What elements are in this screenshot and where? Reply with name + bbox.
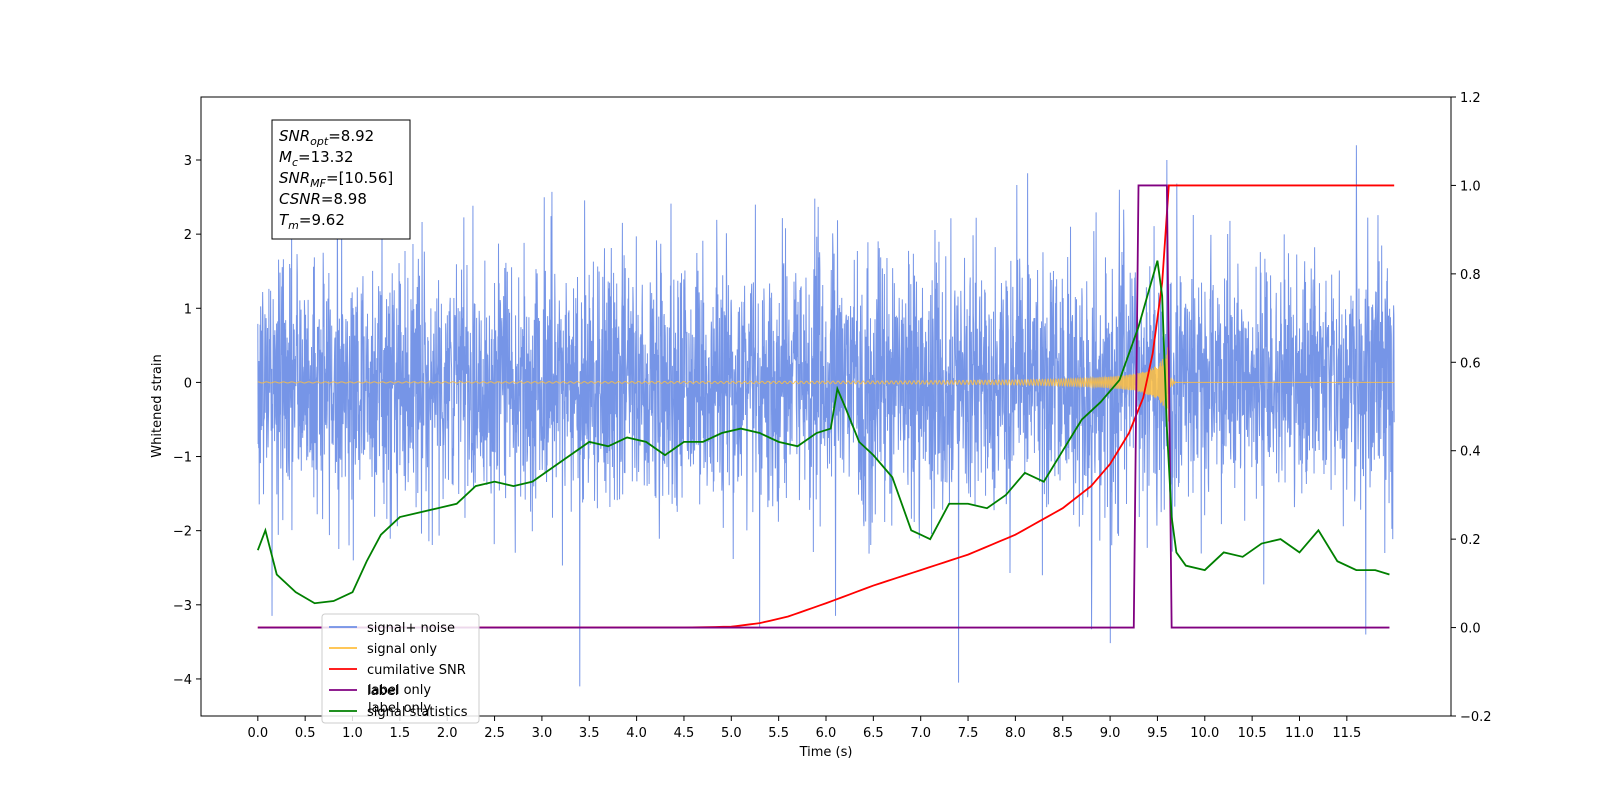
y-tick-label-left: 2 (184, 228, 192, 243)
x-tick-label: 9.5 (1147, 726, 1168, 741)
annotation-subscript: m (288, 219, 299, 232)
y-tick-label-left: 0 (184, 376, 192, 391)
x-tick-label: 9.0 (1100, 726, 1121, 741)
annotation-symbol: SNR (279, 127, 310, 145)
legend-hidden-text: label only (368, 701, 431, 716)
annotation-symbol: CSNR (279, 190, 321, 208)
annotation-symbol: T (279, 211, 290, 229)
legend-hidden-text: label only (368, 683, 431, 698)
x-tick-label: 1.5 (390, 726, 411, 741)
annotation-value: =8.98 (321, 190, 367, 208)
x-tick-label: 5.0 (721, 726, 742, 741)
y-tick-label-left: −3 (173, 599, 192, 614)
y-tick-label-right: 0.6 (1460, 356, 1481, 371)
series-cumulative-snr (257, 184, 1395, 629)
annotation-frame (271, 119, 411, 240)
annotation-value: =8.92 (328, 127, 374, 145)
x-tick-label: 4.0 (626, 726, 647, 741)
y-tick-label-right: −0.2 (1460, 710, 1492, 725)
series-layer (256, 145, 1395, 687)
x-tick-label: 3.0 (532, 726, 553, 741)
annotation-subscript: MF (310, 177, 326, 190)
y-tick-label-right: 0.2 (1460, 533, 1481, 548)
annotation-value: =13.32 (298, 148, 354, 166)
annotation-symbol: SNR (279, 169, 310, 187)
y-tick-label-left: −4 (173, 673, 192, 688)
x-tick-label: 10.0 (1190, 726, 1219, 741)
x-tick-label: 1.0 (342, 726, 363, 741)
y-axis-right: 1.2 1.0 0.8 0.6 0.4 0.2 0.0 −0.2 (1451, 91, 1492, 725)
series-signal-statistics (256, 260, 1390, 605)
legend-label: signal+ noise (367, 621, 455, 636)
x-tick-label: 5.5 (768, 726, 789, 741)
x-tick-label: 10.5 (1238, 726, 1267, 741)
legend-frame (321, 613, 480, 724)
annotation-subscript: opt (310, 135, 329, 148)
y-axis-left: 3 2 1 0 −1 −2 −3 −4 (173, 154, 201, 688)
annotation-value: =[10.56] (326, 169, 393, 187)
x-tick-label: 8.5 (1052, 726, 1073, 741)
y-axis-title-left: Whitened strain (150, 354, 165, 457)
x-axis-title: Time (s) (799, 745, 853, 760)
annotation-symbol: M (279, 148, 292, 166)
annotation-value: =9.62 (299, 211, 345, 229)
y-tick-label-right: 1.2 (1460, 91, 1481, 106)
y-tick-label-left: −1 (173, 451, 192, 466)
y-tick-label-right: 1.0 (1460, 179, 1481, 194)
annotation-line: Mc=13.32 (279, 148, 354, 169)
x-tick-label: 7.0 (910, 726, 931, 741)
x-axis: 0.0 0.5 1.0 1.5 2.0 2.5 3.0 3.5 4.0 4.5 5.0 5.5 6.0 6… (247, 716, 1361, 741)
y-tick-label-left: 1 (184, 302, 192, 317)
legend: label only label only signal+ noise signa… (321, 613, 480, 724)
x-tick-label: 0.5 (295, 726, 316, 741)
legend-label: signal statistics (367, 705, 468, 720)
x-tick-label: 6.5 (863, 726, 884, 741)
annotation-subscript: c (292, 156, 298, 169)
y-tick-label-left: 3 (184, 154, 192, 169)
y-tick-label-right: 0.0 (1460, 622, 1481, 637)
x-tick-label: 7.5 (958, 726, 979, 741)
y-tick-label-right: 0.4 (1460, 445, 1481, 460)
series-label (257, 184, 1390, 629)
y-tick-label-right: 0.8 (1460, 268, 1481, 283)
annotation-line: SNRopt=8.92 (279, 127, 374, 148)
legend-label: signal only (367, 642, 437, 657)
x-tick-label: 4.5 (674, 726, 695, 741)
x-tick-label: 2.5 (484, 726, 505, 741)
series-signal-only (257, 347, 1395, 422)
x-tick-label: 3.5 (579, 726, 600, 741)
y-tick-label-left: −2 (173, 525, 192, 540)
x-tick-label: 2.0 (437, 726, 458, 741)
x-tick-label: 11.5 (1332, 726, 1361, 741)
annotation-box: SNRopt=8.92Mc=13.32SNRMF=[10.56]CSNR=8.9… (271, 119, 411, 240)
legend-label: label (367, 684, 398, 699)
x-tick-label: 6.0 (816, 726, 837, 741)
annotation-line: Tm=9.62 (279, 211, 345, 232)
annotation-line: SNRMF=[10.56] (279, 169, 393, 190)
x-tick-label: 0.0 (247, 726, 268, 741)
legend-label: cumilative SNR (367, 663, 466, 678)
series-signal-noise (257, 145, 1395, 687)
x-tick-label: 11.0 (1285, 726, 1314, 741)
annotation-line: CSNR=8.98 (279, 190, 367, 208)
x-tick-label: 8.0 (1005, 726, 1026, 741)
